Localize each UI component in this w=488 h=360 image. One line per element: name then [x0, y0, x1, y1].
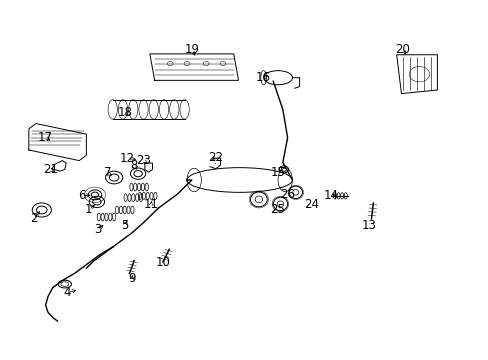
Text: 24: 24: [304, 198, 319, 211]
Text: 6: 6: [78, 189, 85, 202]
Text: 20: 20: [394, 43, 409, 56]
Text: 17: 17: [38, 131, 53, 144]
Text: 2: 2: [30, 212, 37, 225]
Text: 21: 21: [43, 163, 58, 176]
Text: 26: 26: [280, 188, 295, 201]
Text: 11: 11: [143, 198, 158, 211]
Text: 18: 18: [117, 107, 132, 120]
Text: 9: 9: [128, 272, 135, 285]
Text: 15: 15: [270, 166, 285, 179]
Text: 10: 10: [155, 256, 170, 269]
Text: 12: 12: [120, 152, 134, 165]
Text: 3: 3: [95, 223, 102, 236]
Text: 4: 4: [63, 287, 71, 300]
Text: 5: 5: [121, 219, 128, 232]
Text: 1: 1: [85, 203, 92, 216]
Text: 22: 22: [208, 150, 223, 163]
Text: 7: 7: [104, 166, 111, 179]
Text: 23: 23: [136, 154, 151, 167]
Text: 25: 25: [270, 203, 285, 216]
Text: 19: 19: [184, 43, 199, 56]
Polygon shape: [29, 123, 86, 161]
Text: 16: 16: [256, 71, 271, 84]
Text: 13: 13: [361, 219, 376, 232]
Text: 14: 14: [323, 189, 338, 202]
Text: 8: 8: [130, 159, 138, 172]
